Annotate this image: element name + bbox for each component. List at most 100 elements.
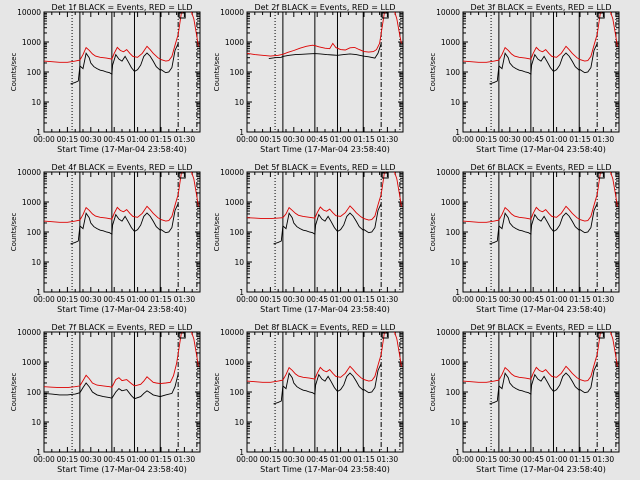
x-tick-label: 00:00 xyxy=(236,295,258,304)
y-tick-label: 10000 xyxy=(436,8,460,17)
events-series-line xyxy=(489,203,598,245)
events-series-line xyxy=(489,43,598,85)
y-tick-label: 10 xyxy=(450,98,460,107)
y-axis-label: Counts/sec xyxy=(429,213,437,252)
panel-det-5f: 1 10 100 1000 10000 00:00 00:15 00:30 00:45 01:00… xyxy=(213,163,404,314)
events-series-line xyxy=(273,203,382,245)
panel-title: Det 9f BLACK = Events, RED = LLD xyxy=(470,323,611,332)
events-series-line xyxy=(70,43,179,85)
x-axis-label: Start Time (17-Mar-04 23:58:40) xyxy=(476,305,606,314)
lld-series-line xyxy=(247,332,402,383)
y-tick-label: 100 xyxy=(27,388,42,397)
panel-title: Det 2f BLACK = Events, RED = LLD xyxy=(254,3,395,12)
x-tick-label: 01:00 xyxy=(546,135,568,144)
y-tick-label: 10000 xyxy=(17,168,41,177)
y-tick-label: 100 xyxy=(230,68,245,77)
x-axis-label: Start Time (17-Mar-04 23:58:40) xyxy=(260,465,390,474)
plot-frame xyxy=(462,11,620,133)
x-tick-label: 00:45 xyxy=(103,295,125,304)
y-tick-label: 10000 xyxy=(17,328,41,337)
marker-flag xyxy=(178,332,186,339)
y-tick-label: 10000 xyxy=(220,168,244,177)
x-axis-label: Start Time (17-Mar-04 23:58:40) xyxy=(57,145,187,154)
plot-frame xyxy=(43,171,201,293)
x-tick-label: 00:45 xyxy=(522,295,544,304)
plot-frame xyxy=(246,171,404,293)
y-tick-label: 100 xyxy=(446,388,461,397)
panel-title: Det 7f BLACK = Events, RED = LLD xyxy=(51,323,192,332)
y-tick-label: 1 xyxy=(239,288,244,297)
panel-title: Det 4f BLACK = Events, RED = LLD xyxy=(51,163,192,172)
events-series-line xyxy=(268,43,382,60)
x-axis-label: Start Time (17-Mar-04 23:58:40) xyxy=(476,465,606,474)
x-tick-label: 00:15 xyxy=(260,295,282,304)
x-tick-label: 00:00 xyxy=(452,455,474,464)
lld-series-line xyxy=(247,12,402,57)
y-axis-label: Counts/sec xyxy=(213,373,221,412)
y-tick-label: 100 xyxy=(446,68,461,77)
x-tick-label: 00:00 xyxy=(236,135,258,144)
x-tick-label: 01:30 xyxy=(174,455,196,464)
plot-frame xyxy=(462,331,620,453)
y-axis-label: Counts/sec xyxy=(429,53,437,92)
y-tick-label: 10000 xyxy=(436,168,460,177)
x-tick-label: 01:30 xyxy=(377,455,399,464)
y-tick-label: 10000 xyxy=(436,328,460,337)
x-tick-label: 01:15 xyxy=(353,455,375,464)
x-tick-label: 00:30 xyxy=(283,135,305,144)
panel-title: Det 6f BLACK = Events, RED = LLD xyxy=(470,163,611,172)
x-axis-label: Start Time (17-Mar-04 23:58:40) xyxy=(57,305,187,314)
lld-series-line xyxy=(463,12,618,63)
y-tick-label: 1 xyxy=(455,448,460,457)
x-tick-label: 01:00 xyxy=(330,455,352,464)
y-axis-label: Counts/sec xyxy=(213,213,221,252)
y-tick-label: 1 xyxy=(455,288,460,297)
y-tick-label: 100 xyxy=(230,388,245,397)
plot-frame xyxy=(462,171,620,293)
x-tick-label: 01:30 xyxy=(377,135,399,144)
panel-title: Det 1f BLACK = Events, RED = LLD xyxy=(51,3,192,12)
x-tick-label: 00:30 xyxy=(80,295,102,304)
x-tick-label: 00:45 xyxy=(306,295,328,304)
events-series-line xyxy=(273,363,382,405)
x-tick-label: 00:30 xyxy=(499,135,521,144)
panel-det-8f: 1 10 100 1000 10000 00:00 00:15 00:30 00:45 01:00… xyxy=(213,323,404,474)
y-tick-label: 1000 xyxy=(22,358,41,367)
x-tick-label: 00:30 xyxy=(80,455,102,464)
lld-series-line xyxy=(44,172,199,223)
y-tick-label: 100 xyxy=(230,228,245,237)
x-tick-label: 00:45 xyxy=(306,455,328,464)
panel-det-2f: 1 10 100 1000 10000 00:00 00:15 00:30 00:45 01:00… xyxy=(213,3,404,154)
x-tick-label: 01:15 xyxy=(569,295,591,304)
x-tick-label: 00:15 xyxy=(260,455,282,464)
y-axis-label: Counts/sec xyxy=(213,53,221,92)
x-tick-label: 00:15 xyxy=(260,135,282,144)
x-tick-label: 01:15 xyxy=(150,135,172,144)
x-tick-label: 01:00 xyxy=(330,135,352,144)
y-tick-label: 10 xyxy=(450,258,460,267)
y-tick-label: 1000 xyxy=(22,38,41,47)
marker-flag xyxy=(178,12,186,19)
marker-flag xyxy=(381,332,389,339)
y-tick-label: 1000 xyxy=(441,358,460,367)
y-tick-label: 1000 xyxy=(441,38,460,47)
x-tick-label: 01:30 xyxy=(174,135,196,144)
x-tick-label: 01:15 xyxy=(353,135,375,144)
panel-det-4f: 1 10 100 1000 10000 00:00 00:15 00:30 00:45 01:00… xyxy=(10,163,201,314)
x-tick-label: 00:00 xyxy=(33,295,55,304)
x-tick-label: 01:30 xyxy=(593,295,615,304)
x-tick-label: 01:00 xyxy=(546,455,568,464)
y-tick-label: 1 xyxy=(36,288,41,297)
y-tick-label: 10 xyxy=(31,258,41,267)
x-tick-label: 01:00 xyxy=(546,295,568,304)
y-tick-label: 10 xyxy=(31,418,41,427)
marker-flag xyxy=(381,12,389,19)
x-tick-label: 00:15 xyxy=(57,135,79,144)
events-series-line xyxy=(44,373,179,400)
marker-flag xyxy=(381,172,389,179)
marker-flag xyxy=(597,172,605,179)
x-tick-label: 01:30 xyxy=(174,295,196,304)
x-axis-label: Start Time (17-Mar-04 23:58:40) xyxy=(260,145,390,154)
marker-flag xyxy=(597,12,605,19)
